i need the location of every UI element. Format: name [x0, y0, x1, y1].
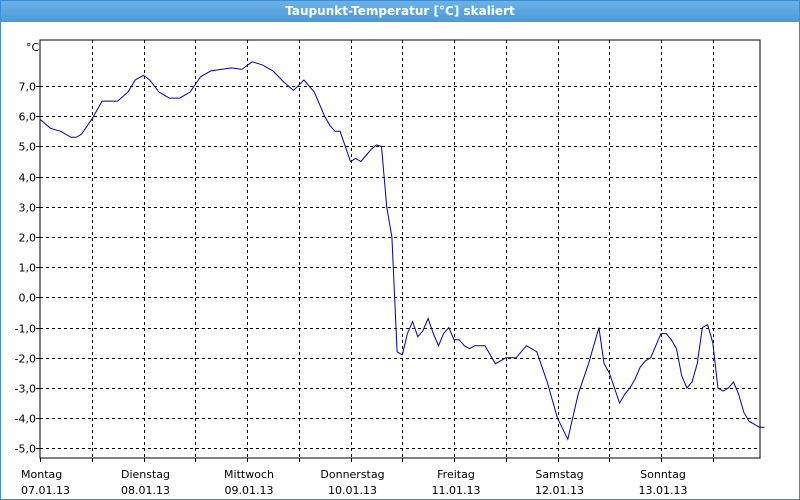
- x-tick-label-date: 11.01.13: [432, 484, 481, 497]
- y-tick-label: 3,0: [19, 202, 37, 215]
- y-tick-label: 5,0: [19, 141, 37, 154]
- x-tick-label-day: Sonntag: [640, 468, 686, 481]
- grid-lines: [40, 40, 760, 458]
- x-tick-label-date: 08.01.13: [121, 484, 170, 497]
- plot-area: [39, 39, 761, 459]
- x-tick-label-date: 09.01.13: [225, 484, 274, 497]
- x-tick-label-day: Montag: [21, 468, 62, 481]
- x-tick-label-day: Dienstag: [121, 468, 170, 481]
- y-tick-label: 6,0: [19, 111, 37, 124]
- x-tick-label-date: 10.01.13: [328, 484, 377, 497]
- x-tick-label-date: 12.01.13: [535, 484, 584, 497]
- y-tick-label: -5,0: [15, 443, 36, 456]
- y-tick-label: 7,0: [19, 81, 37, 94]
- x-tick-label-day: Samstag: [535, 468, 583, 481]
- x-tick-label-day: Freitag: [437, 468, 475, 481]
- window-title: Taupunkt-Temperatur [°C] skaliert: [1, 1, 799, 22]
- y-tick-label: 0,0: [19, 292, 37, 305]
- y-axis-unit: °C: [26, 41, 40, 54]
- x-tick-label-date: 07.01.13: [21, 484, 70, 497]
- dewpoint-series-line: [39, 61, 765, 441]
- y-tick-label: -2,0: [15, 353, 36, 366]
- x-tick-label-day: Donnerstag: [320, 468, 384, 481]
- y-tick-label: -4,0: [15, 413, 36, 426]
- y-axis-ticks: 7,0 6,0 5,0 4,0 3,0 2,0 1,0 0,0 -1,0 -2,0 -3,0 -4,0…: [15, 81, 40, 456]
- x-tick-label-date: 13.01.13: [639, 484, 688, 497]
- y-tick-label: 2,0: [19, 232, 37, 245]
- x-axis-ticks: Montag 07.01.13 Dienstag 08.01.13 Mittwoch 09…: [21, 458, 714, 497]
- y-tick-label: 1,0: [19, 262, 37, 275]
- y-tick-label: 4,0: [19, 172, 37, 185]
- x-tick-label-day: Mittwoch: [224, 468, 274, 481]
- y-tick-label: -1,0: [15, 323, 36, 336]
- y-tick-label: -3,0: [15, 383, 36, 396]
